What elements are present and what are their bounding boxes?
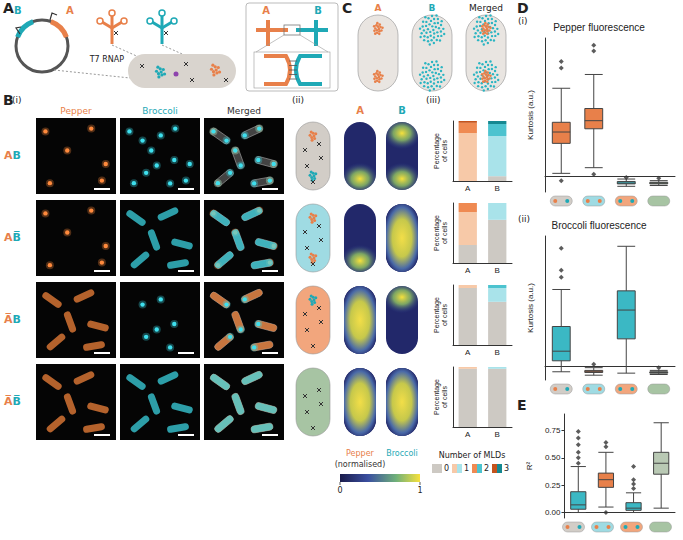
html-text:Number of MLDs: Number of MLDs xyxy=(438,451,506,460)
html-text:A̅ B: A̅ B xyxy=(4,313,21,326)
svg-text:Broccoli fluorescence: Broccoli fluorescence xyxy=(551,220,646,231)
html-text:B: B xyxy=(14,5,22,16)
svg-text:Kurtosis (a.u.): Kurtosis (a.u.) xyxy=(526,90,535,140)
svg-text:B: B xyxy=(495,348,500,357)
html-text:A: A xyxy=(66,5,74,16)
html-text:A: A xyxy=(374,3,382,13)
svg-text:of cells: of cells xyxy=(441,304,448,326)
svg-text:0.75: 0.75 xyxy=(545,426,561,435)
svg-text:Percentage: Percentage xyxy=(433,297,441,333)
html-text:B: B xyxy=(314,5,322,16)
html-text:(ii): (ii) xyxy=(518,214,530,224)
html-text:Broccoli: Broccoli xyxy=(386,449,418,458)
svg-text:of cells: of cells xyxy=(441,222,448,244)
html-text:Pepper: Pepper xyxy=(60,106,92,116)
svg-text:A: A xyxy=(465,266,471,275)
html-text:0: 0 xyxy=(444,464,450,473)
html-text:A̅ B̅: A̅ B̅ xyxy=(4,395,21,408)
svg-text:A: A xyxy=(465,430,471,439)
svg-text:of cells: of cells xyxy=(441,386,448,408)
html-text:C: C xyxy=(342,0,353,16)
svg-text:B: B xyxy=(495,266,500,275)
html-text:A B: A B xyxy=(4,149,21,162)
html-text:T7 RNAP: T7 RNAP xyxy=(89,55,124,64)
html-text:(normalised): (normalised) xyxy=(334,460,386,469)
html-text:A B̅: A B̅ xyxy=(4,231,21,244)
svg-text:0.00: 0.00 xyxy=(545,508,561,517)
svg-text:A: A xyxy=(465,184,471,193)
svg-text:0.25: 0.25 xyxy=(545,481,561,490)
html-text:B: B xyxy=(3,92,14,108)
html-text:A: A xyxy=(356,105,364,116)
svg-text:B: B xyxy=(495,184,500,193)
svg-text:B: B xyxy=(495,430,500,439)
svg-text:of cells: of cells xyxy=(441,140,448,162)
svg-text:0.50: 0.50 xyxy=(545,453,561,462)
svg-text:Pepper fluorescence: Pepper fluorescence xyxy=(553,22,645,33)
html-text:(i): (i) xyxy=(12,95,22,105)
html-text:B: B xyxy=(428,3,436,13)
svg-text:Percentage: Percentage xyxy=(433,379,441,415)
html-text:Pepper: Pepper xyxy=(346,449,374,458)
svg-text:Percentage: Percentage xyxy=(433,133,441,169)
html-text:1: 1 xyxy=(464,464,470,473)
html-text:B: B xyxy=(398,105,406,116)
html-text:0: 0 xyxy=(337,486,343,495)
svg-text:A: A xyxy=(465,348,471,357)
html-text:1: 1 xyxy=(417,486,423,495)
html-text:A: A xyxy=(262,5,270,16)
html-text:2: 2 xyxy=(484,464,490,473)
svg-text:R²: R² xyxy=(525,461,534,470)
html-text:A: A xyxy=(3,0,14,16)
html-text:(iii): (iii) xyxy=(426,95,441,105)
html-text:Merged: Merged xyxy=(227,106,261,116)
html-text:D: D xyxy=(517,0,529,16)
html-text:E: E xyxy=(517,397,527,413)
html-text:(i): (i) xyxy=(518,16,528,26)
html-text:Broccoli: Broccoli xyxy=(142,106,178,116)
html-text:(ii): (ii) xyxy=(292,95,304,105)
svg-text:Kurtosis (a.u.): Kurtosis (a.u.) xyxy=(526,283,535,333)
svg-text:Percentage: Percentage xyxy=(433,215,441,251)
html-text:Merged: Merged xyxy=(469,3,503,13)
html-text:3: 3 xyxy=(504,464,510,473)
